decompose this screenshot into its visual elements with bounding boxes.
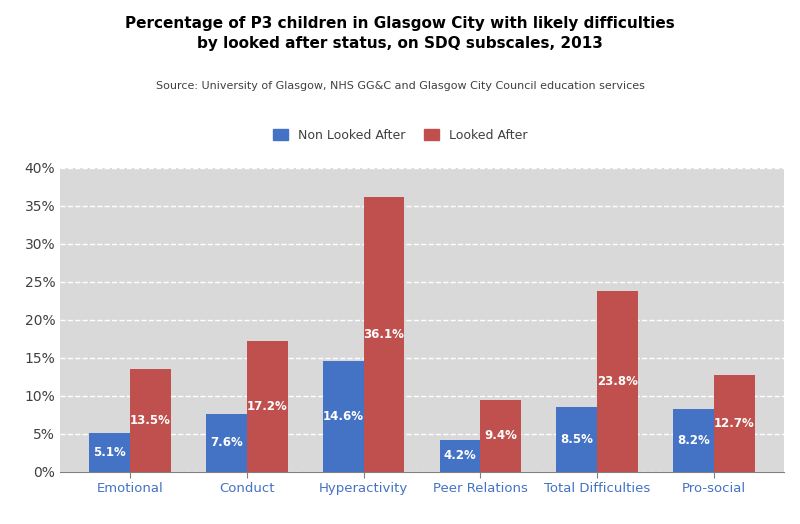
Text: Source: University of Glasgow, NHS GG&C and Glasgow City Council education servi: Source: University of Glasgow, NHS GG&C … bbox=[155, 81, 645, 91]
Text: Percentage of P3 children in Glasgow City with likely difficulties
by looked aft: Percentage of P3 children in Glasgow Cit… bbox=[125, 16, 675, 50]
Legend: Non Looked After, Looked After: Non Looked After, Looked After bbox=[268, 124, 532, 147]
Bar bbox=[439, 440, 480, 472]
Bar bbox=[364, 198, 405, 472]
Text: 9.4%: 9.4% bbox=[484, 429, 518, 442]
Bar bbox=[714, 375, 755, 472]
Text: 23.8%: 23.8% bbox=[597, 375, 638, 388]
Text: 13.5%: 13.5% bbox=[130, 414, 171, 427]
Text: 14.6%: 14.6% bbox=[322, 410, 364, 423]
Text: 7.6%: 7.6% bbox=[210, 436, 242, 449]
Bar bbox=[597, 291, 638, 472]
Text: 8.5%: 8.5% bbox=[560, 433, 593, 446]
Text: 5.1%: 5.1% bbox=[94, 446, 126, 458]
Text: 12.7%: 12.7% bbox=[714, 417, 754, 430]
Bar bbox=[89, 433, 130, 472]
Bar bbox=[480, 400, 522, 472]
Bar bbox=[130, 369, 171, 472]
Text: 4.2%: 4.2% bbox=[443, 449, 476, 462]
Bar bbox=[247, 341, 288, 472]
Text: 36.1%: 36.1% bbox=[364, 328, 405, 341]
Bar bbox=[556, 407, 597, 472]
Text: 8.2%: 8.2% bbox=[677, 434, 710, 447]
Text: 17.2%: 17.2% bbox=[247, 400, 288, 413]
Bar bbox=[322, 361, 364, 472]
Bar bbox=[673, 409, 714, 472]
Bar bbox=[206, 414, 247, 472]
